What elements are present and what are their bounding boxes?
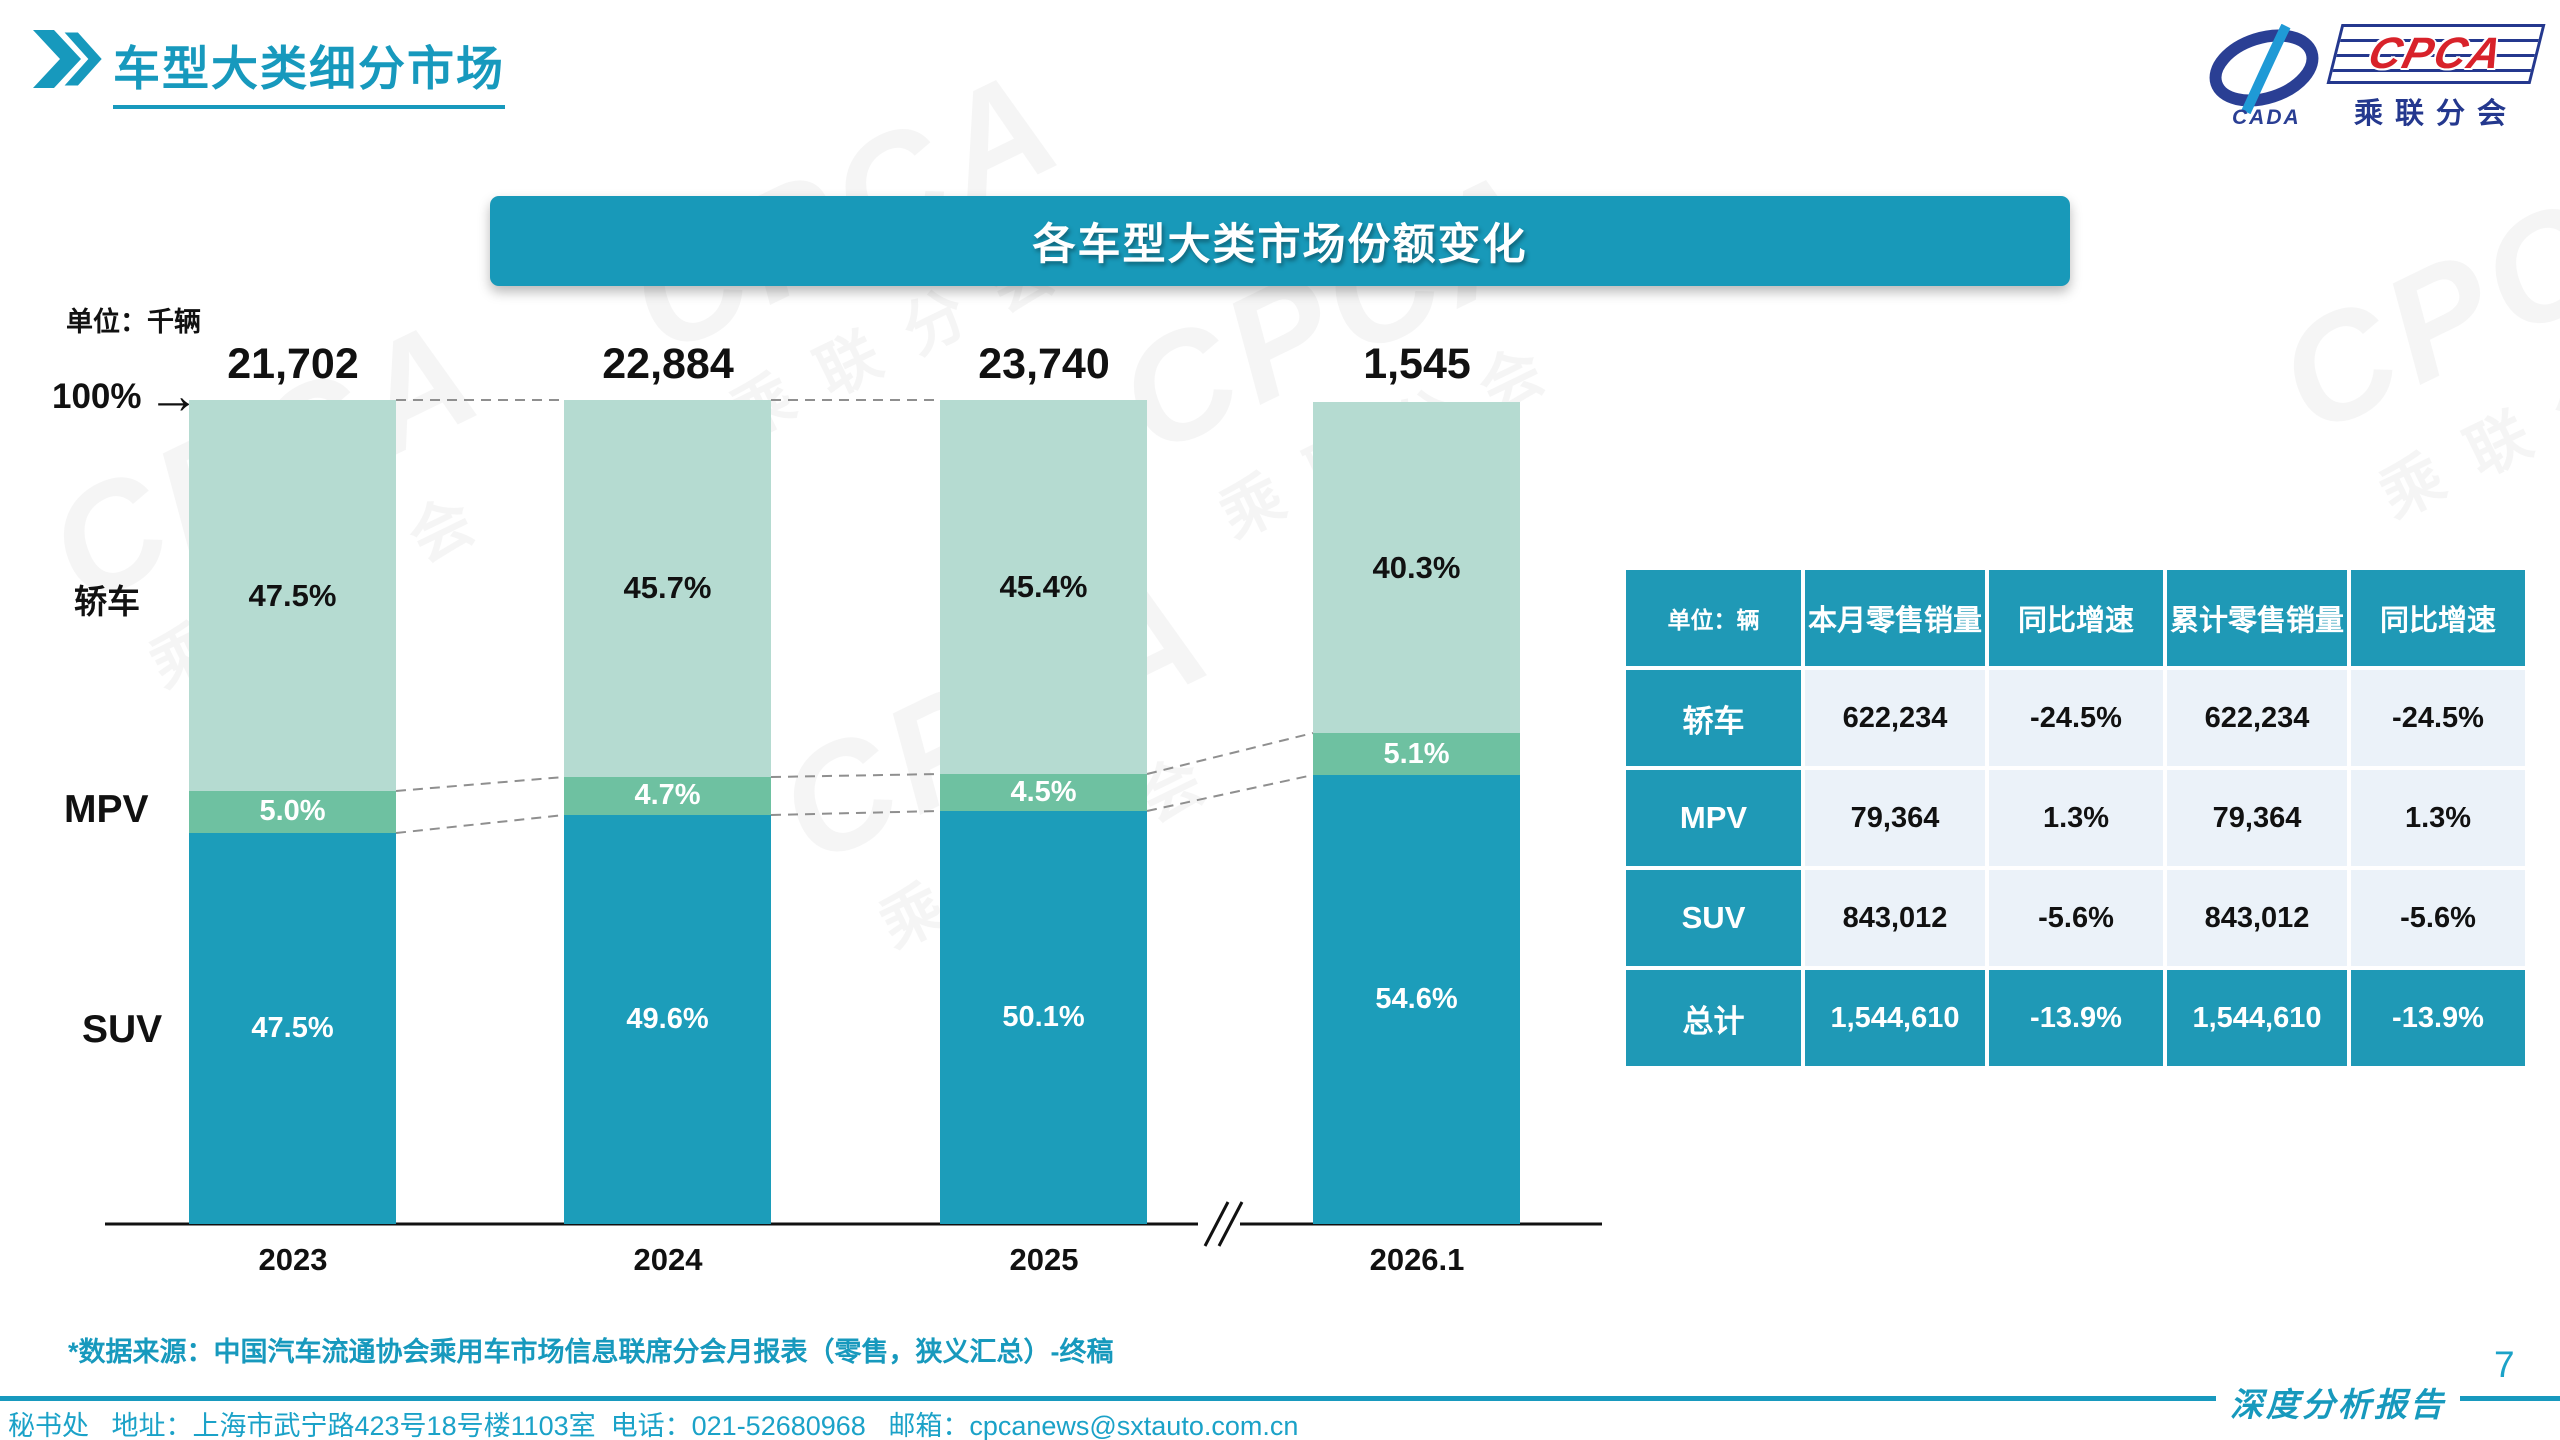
sales-table: 单位：辆 本月零售销量 同比增速 累计零售销量 同比增速 轿车 622,234 … (1626, 570, 2525, 1066)
segment-sedan: 45.7% (564, 400, 771, 777)
table-row-label: SUV (1626, 870, 1801, 966)
bar-total-2025: 23,740 (978, 340, 1110, 388)
segment-suv: 47.5% (189, 832, 396, 1224)
table-cell: 79,364 (2167, 770, 2347, 866)
segment-suv: 54.6% (1313, 775, 1520, 1224)
bar-total-2023: 21,702 (227, 340, 359, 388)
table-cell-total: -13.9% (1989, 970, 2163, 1066)
source-note: *数据来源：中国汽车流通协会乘用车市场信息联席分会月报表（零售，狭义汇总）-终稿 (68, 1337, 1114, 1367)
table-cell-total: 1,544,610 (2167, 970, 2347, 1066)
axis-break-mark (1217, 1201, 1244, 1247)
series-label-sedan: 轿车 (74, 583, 140, 620)
table-col-header: 同比增速 (2351, 570, 2525, 666)
x-label-2024: 2024 (633, 1242, 703, 1277)
x-label-2023: 2023 (258, 1242, 328, 1277)
table-col-header: 累计零售销量 (2167, 570, 2347, 666)
page-title: 车型大类细分市场 (113, 30, 505, 109)
page-number: 7 (2494, 1344, 2515, 1385)
table-unit-header: 单位：辆 (1626, 570, 1801, 666)
cada-emblem-icon: CADA (2206, 23, 2324, 132)
segment-sedan: 40.3% (1313, 402, 1520, 734)
bar-total-2026-1: 1,545 (1363, 340, 1471, 388)
segment-mpv: 5.1% (1313, 733, 1520, 776)
bar-total-2024: 22,884 (602, 340, 734, 388)
table-cell: 843,012 (1805, 870, 1985, 966)
segment-sedan: 47.5% (189, 400, 396, 792)
cpca-logo: CADA CPCA 乘联分会 (2206, 23, 2546, 132)
segment-mpv: 5.0% (189, 791, 396, 833)
segment-suv: 49.6% (564, 815, 771, 1224)
table-cell: 79,364 (1805, 770, 1985, 866)
series-label-suv: SUV (82, 1008, 163, 1051)
chart-title-banner: 各车型大类市场份额变化 (490, 196, 2070, 286)
watermark: CPCA 乘联分会 (2253, 114, 2560, 532)
cpca-badge: CPCA (2326, 24, 2546, 84)
table-cell: 843,012 (2167, 870, 2347, 966)
axis-break-mark (1203, 1201, 1230, 1247)
table-cell: -24.5% (1989, 670, 2163, 766)
footer-rule (0, 1396, 2560, 1401)
stacked-bar-2025: 45.4% 4.5% 50.1% (940, 400, 1147, 1224)
table-cell: -24.5% (2351, 670, 2525, 766)
table-cell: -5.6% (2351, 870, 2525, 966)
arrow-right-icon: → (147, 367, 200, 425)
y-100-marker: 100% → (52, 367, 200, 425)
table-col-header: 本月零售销量 (1805, 570, 1985, 666)
report-type-label: 深度分析报告 (2216, 1378, 2460, 1426)
chart-title: 各车型大类市场份额变化 (1032, 221, 1528, 269)
table-cell: 622,234 (1805, 670, 1985, 766)
table-cell: -5.6% (1989, 870, 2163, 966)
cpca-subtitle: 乘联分会 (2353, 98, 2518, 130)
segment-suv: 50.1% (940, 811, 1147, 1224)
series-label-mpv: MPV (64, 788, 149, 831)
stacked-bar-2023: 47.5% 5.0% 47.5% (189, 400, 396, 1224)
table-col-header: 同比增速 (1989, 570, 2163, 666)
footer-contact: 秘书处 地址：上海市武宁路423号18号楼1103室 电话：021-526809… (8, 1411, 1299, 1440)
table-cell: 1.3% (1989, 770, 2163, 866)
unit-label: 单位：千辆 (66, 307, 201, 337)
table-row-label: MPV (1626, 770, 1801, 866)
x-label-2026-1: 2026.1 (1369, 1242, 1465, 1277)
table-row-label: 轿车 (1626, 670, 1801, 766)
table-cell-total: 1,544,610 (1805, 970, 1985, 1066)
svg-text:CADA: CADA (2232, 106, 2301, 128)
stacked-bar-2026-1: 40.3% 5.1% 54.6% (1313, 402, 1520, 1224)
table-cell: 622,234 (2167, 670, 2347, 766)
stacked-bar-2024: 45.7% 4.7% 49.6% (564, 400, 771, 1224)
cpca-wordmark: CPCA (2363, 29, 2509, 78)
table-cell-total: -13.9% (2351, 970, 2525, 1066)
segment-mpv: 4.5% (940, 774, 1147, 812)
table-cell: 1.3% (2351, 770, 2525, 866)
segment-sedan: 45.4% (940, 400, 1147, 775)
header: 车型大类细分市场 (33, 27, 505, 109)
double-chevron-icon (33, 27, 109, 93)
segment-mpv: 4.7% (564, 776, 771, 816)
table-row-label: 总计 (1626, 970, 1801, 1066)
x-label-2025: 2025 (1009, 1242, 1079, 1277)
